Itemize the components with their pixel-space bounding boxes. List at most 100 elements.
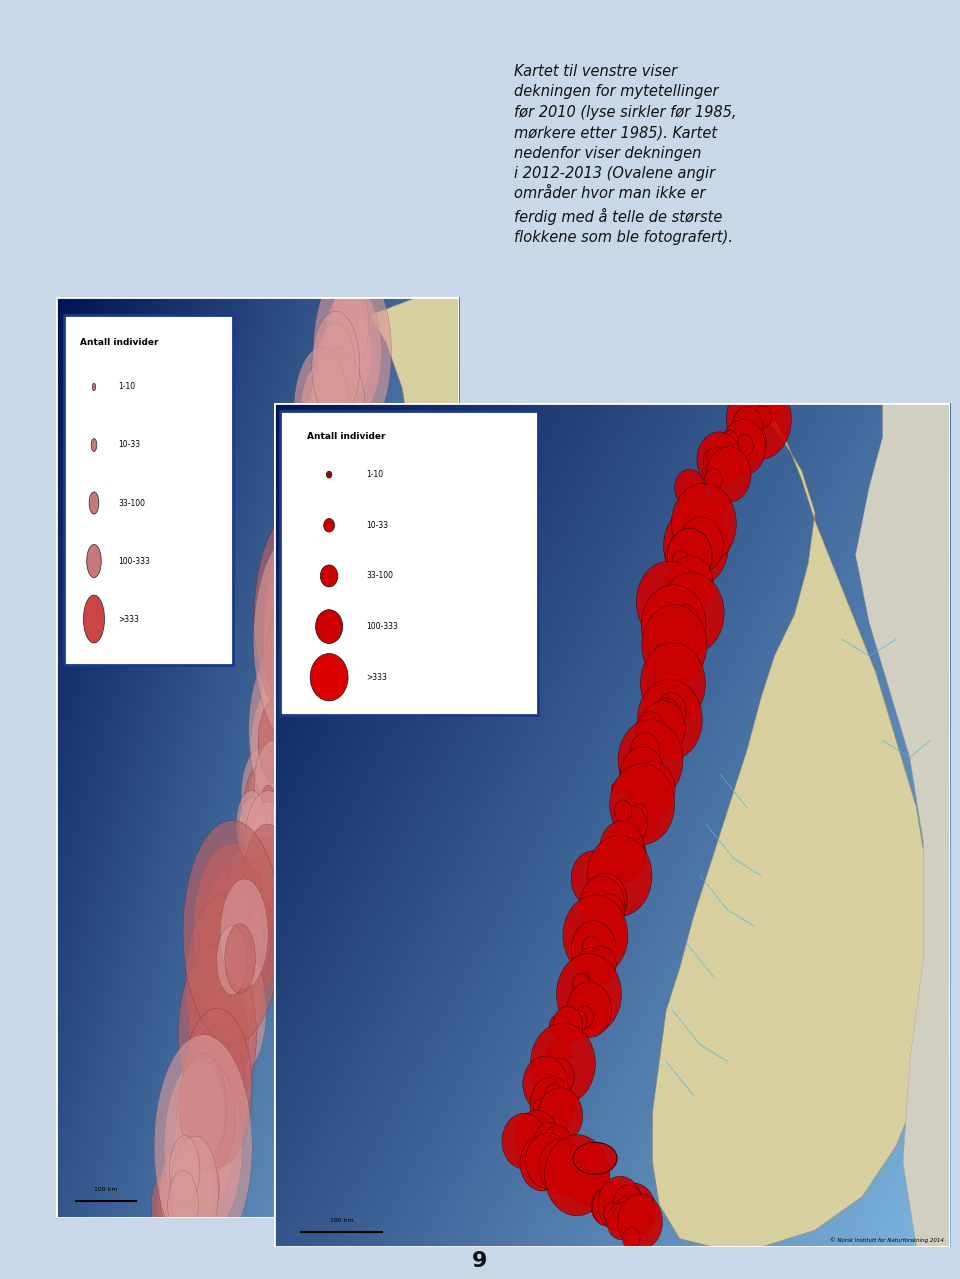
Circle shape (192, 1074, 230, 1161)
Circle shape (566, 1030, 576, 1042)
Circle shape (279, 719, 298, 761)
Circle shape (217, 925, 248, 995)
Circle shape (260, 756, 287, 817)
Circle shape (580, 972, 589, 984)
Circle shape (276, 675, 302, 737)
Circle shape (253, 847, 281, 911)
Circle shape (254, 813, 282, 877)
Circle shape (613, 1184, 643, 1221)
Circle shape (252, 815, 271, 857)
Circle shape (309, 499, 328, 541)
Circle shape (545, 1067, 554, 1078)
Circle shape (263, 550, 342, 729)
Circle shape (671, 648, 689, 670)
Circle shape (310, 654, 348, 701)
Circle shape (171, 1163, 189, 1205)
Circle shape (306, 450, 324, 494)
Circle shape (247, 875, 261, 907)
Circle shape (580, 922, 610, 959)
Circle shape (540, 1133, 550, 1145)
Circle shape (588, 966, 598, 978)
Circle shape (194, 1008, 252, 1141)
Circle shape (570, 994, 580, 1005)
Circle shape (226, 890, 263, 977)
Circle shape (231, 872, 250, 913)
Circle shape (252, 739, 294, 834)
Circle shape (238, 863, 256, 906)
Circle shape (563, 895, 628, 976)
Circle shape (735, 435, 754, 457)
Circle shape (312, 311, 360, 421)
Circle shape (545, 1083, 563, 1106)
Circle shape (613, 859, 631, 883)
Circle shape (181, 1071, 220, 1157)
Circle shape (644, 779, 653, 790)
Circle shape (179, 1143, 197, 1186)
Circle shape (203, 866, 261, 999)
Circle shape (556, 1023, 565, 1036)
Circle shape (660, 573, 724, 654)
Circle shape (569, 1009, 588, 1032)
Circle shape (289, 638, 300, 665)
Circle shape (208, 1003, 237, 1068)
Circle shape (571, 921, 616, 976)
Circle shape (667, 528, 711, 585)
Circle shape (502, 1113, 546, 1169)
Circle shape (574, 1001, 591, 1023)
Circle shape (641, 585, 707, 666)
Circle shape (259, 752, 288, 816)
Circle shape (282, 624, 307, 679)
Circle shape (300, 505, 337, 592)
Circle shape (533, 1099, 551, 1120)
Circle shape (199, 1168, 217, 1209)
Circle shape (180, 1119, 206, 1182)
Circle shape (549, 1016, 566, 1037)
Circle shape (601, 894, 618, 916)
Circle shape (245, 871, 263, 911)
Circle shape (191, 1073, 222, 1143)
Circle shape (199, 1072, 217, 1114)
Circle shape (260, 705, 299, 792)
Circle shape (324, 285, 381, 418)
Circle shape (324, 381, 351, 443)
Circle shape (290, 506, 319, 572)
Circle shape (301, 581, 320, 622)
Circle shape (198, 1087, 215, 1129)
Circle shape (194, 1081, 219, 1136)
Circle shape (224, 866, 281, 998)
Circle shape (224, 978, 243, 1022)
Circle shape (547, 1151, 577, 1188)
Circle shape (232, 999, 239, 1014)
Circle shape (762, 391, 771, 403)
Circle shape (254, 505, 352, 729)
Circle shape (631, 761, 675, 817)
Circle shape (612, 1183, 656, 1238)
Circle shape (168, 1192, 180, 1219)
Circle shape (315, 421, 333, 463)
Circle shape (623, 798, 640, 820)
Text: 100-333: 100-333 (118, 556, 150, 565)
Circle shape (182, 1008, 252, 1168)
Circle shape (265, 793, 272, 808)
Circle shape (263, 715, 290, 776)
Circle shape (681, 574, 690, 586)
Circle shape (254, 741, 293, 828)
Circle shape (652, 738, 660, 749)
Circle shape (274, 551, 332, 684)
Circle shape (286, 631, 303, 671)
Circle shape (326, 471, 332, 478)
Circle shape (180, 1145, 198, 1187)
Circle shape (244, 762, 285, 857)
Circle shape (625, 1223, 635, 1234)
Circle shape (668, 528, 712, 583)
Circle shape (242, 964, 253, 993)
Circle shape (614, 799, 632, 822)
Circle shape (583, 874, 627, 929)
Circle shape (557, 954, 621, 1035)
Circle shape (302, 420, 341, 506)
Circle shape (668, 556, 713, 611)
Circle shape (204, 1008, 231, 1071)
Circle shape (192, 1186, 203, 1210)
Circle shape (294, 564, 323, 628)
Circle shape (244, 790, 292, 900)
